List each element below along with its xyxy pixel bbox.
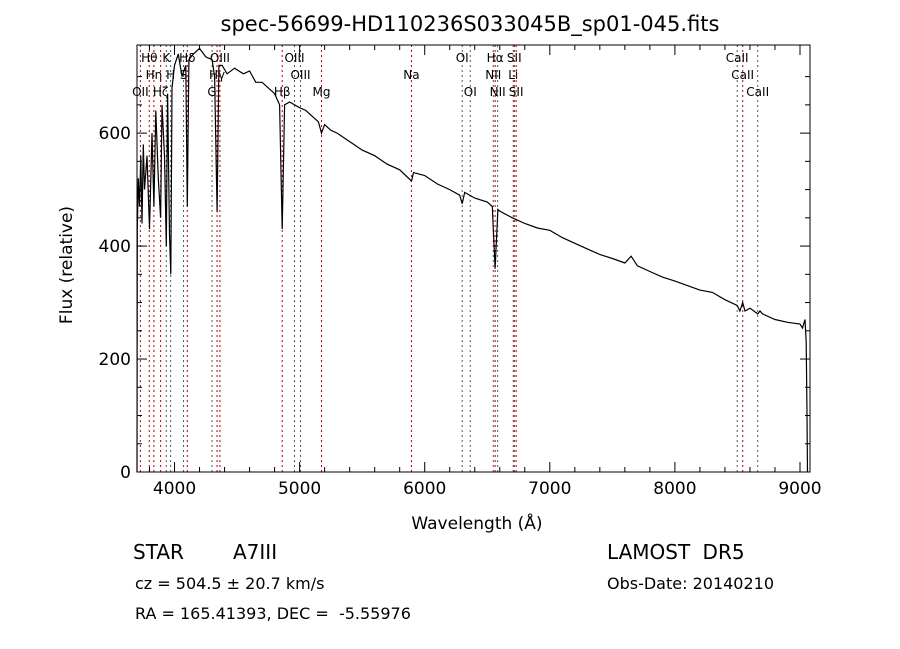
coordinates: RA = 165.41393, DEC = -5.55976 [135,604,411,623]
x-tick-label: 8000 [653,479,696,499]
x-axis-label: Wavelength (Å) [411,512,542,534]
axis-ticks: 4000 5000 6000 7000 8000 9000 0 200 400 600 [99,45,822,499]
y-tick-label: 400 [99,237,131,257]
line-label: CaII [731,68,754,82]
redshift-velocity: cz = 504.5 ± 20.7 km/s [135,574,325,593]
y-tick-label: 600 [99,124,131,144]
x-tick-label: 6000 [403,479,446,499]
line-label: Hδ [179,51,195,65]
line-label: OIII [210,51,230,65]
y-tick-label: 0 [120,463,131,483]
spectrum-line [136,47,809,473]
line-label: SII [507,51,522,65]
spectrum-chart: spec-56699-HD110236S033045B_sp01-045.fit… [57,12,822,534]
line-label: OIII [290,68,310,82]
y-axis-label: Flux (relative) [57,206,77,324]
x-tick-label: 4000 [153,479,196,499]
line-label: S [180,68,188,82]
line-label: Hβ [274,85,291,99]
line-label: G [207,85,216,99]
line-label: Hγ [209,68,225,82]
line-label: Hη [146,68,163,82]
line-label: SII [509,85,524,99]
line-label: K [162,51,171,65]
observation-date: Obs-Date: 20140210 [607,574,775,593]
line-label: Na [403,68,419,82]
line-label: OI [464,85,477,99]
line-label: Li [508,68,518,82]
line-label: OII [132,85,149,99]
x-tick-label: 9000 [778,479,821,499]
line-label: CaII [726,51,749,65]
x-tick-label: 7000 [528,479,571,499]
spectral-subclass: A7III [233,540,278,564]
line-label: Hθ [141,51,157,65]
line-label: Mg [313,85,331,99]
y-tick-label: 200 [99,350,131,370]
survey-name: LAMOST DR5 [607,540,745,564]
line-label: CaII [746,85,769,99]
line-label: NII [485,68,501,82]
line-label: OI [456,51,469,65]
object-type: STAR [133,540,184,564]
line-label: NII [490,85,506,99]
spectrum-series [136,47,809,473]
line-label: Hα [487,51,504,65]
x-tick-label: 5000 [278,479,321,499]
chart-title: spec-56699-HD110236S033045B_sp01-045.fit… [221,12,720,37]
line-label: OIII [284,51,304,65]
line-label: Hζ [153,85,169,99]
plot-frame [136,44,811,473]
line-label: H [166,68,175,82]
